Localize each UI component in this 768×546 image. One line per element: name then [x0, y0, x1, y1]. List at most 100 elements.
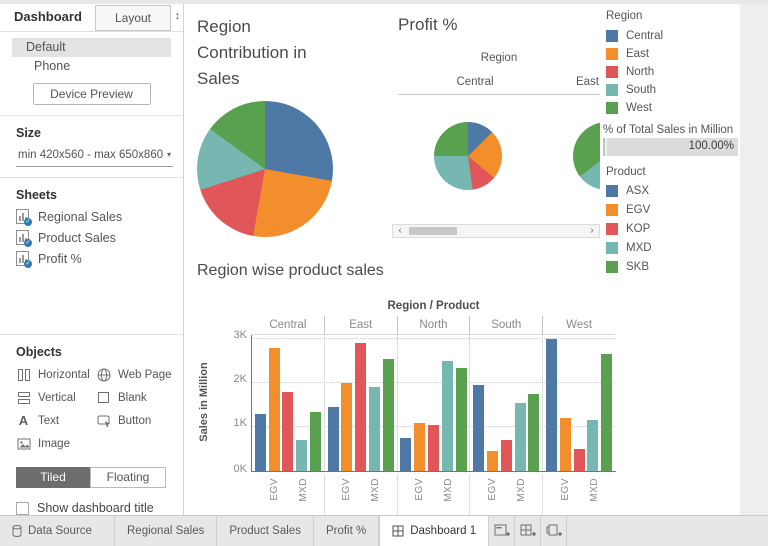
- swatch-north: [606, 66, 618, 78]
- device-preview-button[interactable]: Device Preview: [32, 83, 151, 105]
- sheet-item-product-sales[interactable]: ✓ Product Sales: [0, 227, 183, 248]
- sheet-item-regional-sales[interactable]: ✓ Regional Sales: [0, 206, 183, 227]
- x-tick-label-mxd: MXD: [515, 478, 527, 502]
- swatch-skb: [606, 261, 618, 273]
- bar-west-kop[interactable]: [573, 449, 585, 471]
- bar-east-mxd[interactable]: [368, 387, 380, 471]
- x-labels-central: EGV MXD: [252, 474, 324, 516]
- device-item-default[interactable]: Default: [12, 38, 171, 57]
- legend-item-egv[interactable]: EGV: [606, 202, 650, 218]
- bar-east-kop[interactable]: [355, 343, 367, 471]
- y-axis-line: [251, 335, 252, 472]
- legend-item-central[interactable]: Central: [606, 28, 663, 44]
- sheets-header: Sheets: [16, 188, 57, 202]
- legend-item-skb[interactable]: SKB: [606, 259, 649, 275]
- vertical-layout-icon: [16, 390, 31, 405]
- legend-label: North: [626, 66, 655, 78]
- tab-dashboard-1[interactable]: Dashboard 1: [379, 516, 490, 546]
- bar-col-header-south[interactable]: South: [469, 316, 542, 334]
- object-blank[interactable]: Blank: [96, 386, 184, 409]
- bar-col-header-north[interactable]: North: [396, 316, 470, 334]
- object-vertical[interactable]: Vertical: [16, 386, 96, 409]
- tab-data-source[interactable]: Data Source: [0, 516, 115, 546]
- tab-layout[interactable]: Layout: [95, 5, 171, 31]
- profit-header-underline: [398, 94, 600, 95]
- show-dashboard-title-checkbox[interactable]: [16, 501, 29, 515]
- bar-central-egv[interactable]: [268, 348, 280, 471]
- profit-pie-east-clipped[interactable]: [573, 122, 600, 190]
- floating-button[interactable]: Floating: [90, 467, 166, 488]
- object-text[interactable]: A Text: [16, 409, 96, 432]
- bar-central-mxd[interactable]: [296, 440, 308, 471]
- x-tick-label-mxd: MXD: [297, 478, 309, 502]
- scroll-right-icon[interactable]: ›: [590, 225, 594, 236]
- pane-collapse-icon[interactable]: ↕: [174, 10, 181, 22]
- new-story-button[interactable]: [541, 516, 568, 546]
- x-axis-line: [251, 471, 616, 472]
- bar-col-header-east[interactable]: East: [323, 316, 397, 334]
- profit-pie-central[interactable]: [434, 122, 502, 190]
- legend-item-west[interactable]: West: [606, 100, 652, 116]
- bar-col-header-central[interactable]: Central: [269, 319, 307, 331]
- bar-north-skb[interactable]: [455, 368, 467, 471]
- tab-dashboard[interactable]: Dashboard: [14, 9, 82, 24]
- bar-south-asx[interactable]: [473, 385, 485, 471]
- bar-north-kop[interactable]: [427, 425, 439, 471]
- profit-column-east[interactable]: East: [575, 76, 599, 88]
- legend-item-south[interactable]: South: [606, 82, 656, 98]
- tab-regional-sales[interactable]: Regional Sales: [115, 516, 218, 546]
- horizontal-layout-icon: [16, 367, 31, 382]
- object-image[interactable]: Image: [16, 432, 96, 455]
- tiled-button[interactable]: Tiled: [16, 467, 90, 488]
- bar-south-kop[interactable]: [500, 440, 512, 471]
- new-worksheet-button[interactable]: [489, 516, 516, 546]
- device-item-phone[interactable]: Phone: [34, 59, 71, 73]
- bar-central-skb[interactable]: [309, 412, 321, 471]
- bar-west-egv[interactable]: [559, 418, 571, 471]
- object-web-page[interactable]: Web Page: [96, 363, 184, 386]
- bar-col-header-west[interactable]: West: [542, 316, 615, 334]
- scroll-left-icon[interactable]: ‹: [398, 225, 402, 236]
- legend-item-kop[interactable]: KOP: [606, 221, 650, 237]
- tab-product-sales[interactable]: Product Sales: [217, 516, 314, 546]
- bar-central-kop[interactable]: [282, 392, 294, 471]
- bar-central-asx[interactable]: [254, 414, 266, 471]
- legend-item-asx[interactable]: ASX: [606, 183, 649, 199]
- bar-west-skb[interactable]: [601, 354, 613, 471]
- bar-south-mxd[interactable]: [514, 403, 526, 471]
- bar-south-skb[interactable]: [528, 394, 540, 471]
- slider-handle[interactable]: [603, 138, 607, 156]
- bar-west-asx[interactable]: [545, 339, 557, 471]
- bar-east-egv[interactable]: [341, 383, 353, 471]
- bar-north-egv[interactable]: [414, 423, 426, 471]
- bar-east-asx[interactable]: [327, 407, 339, 471]
- bar-north-mxd[interactable]: [441, 361, 453, 471]
- new-dashboard-button[interactable]: [515, 516, 542, 546]
- bar-chart-axis-header: Region / Product: [387, 300, 480, 312]
- show-dashboard-title-row: Show dashboard title: [16, 501, 183, 515]
- scrollbar-thumb[interactable]: [409, 227, 457, 235]
- profit-column-central[interactable]: Central: [456, 76, 494, 88]
- sales-filter-slider[interactable]: 100.00%: [603, 138, 738, 156]
- tab-profit[interactable]: Profit %: [314, 516, 380, 546]
- bar-north-asx[interactable]: [400, 438, 412, 471]
- canvas-right-margin: [740, 4, 768, 515]
- object-horizontal[interactable]: Horizontal: [16, 363, 96, 386]
- legend-item-east[interactable]: East: [606, 46, 649, 62]
- y-tick-3k: 3K: [233, 329, 247, 341]
- legend-item-north[interactable]: North: [606, 64, 654, 80]
- size-dropdown[interactable]: min 420x560 - max 650x860 ▾: [16, 146, 173, 167]
- bar-south-egv[interactable]: [486, 451, 498, 471]
- text-a-icon: A: [18, 413, 29, 428]
- x-tick-label-egv: EGV: [414, 478, 426, 501]
- gridline-3k: [252, 338, 615, 339]
- swatch-central: [606, 30, 618, 42]
- bar-west-mxd[interactable]: [587, 420, 599, 471]
- object-button[interactable]: Button: [96, 409, 184, 432]
- profit-horizontal-scrollbar[interactable]: ‹ ›: [392, 224, 600, 238]
- sheet-item-profit[interactable]: ✓ Profit %: [0, 248, 183, 269]
- profit-pie-east[interactable]: [573, 122, 600, 190]
- bar-east-skb[interactable]: [382, 359, 394, 471]
- region-sales-pie-chart[interactable]: [197, 101, 333, 237]
- legend-item-mxd[interactable]: MXD: [606, 240, 652, 256]
